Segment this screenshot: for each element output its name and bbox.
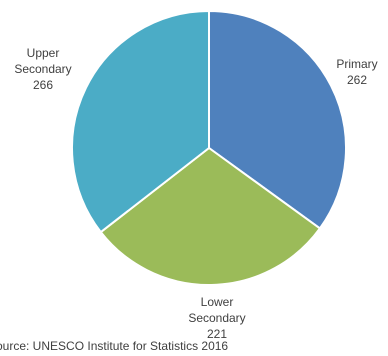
data-label-lower-secondary: Lower Secondary 221 xyxy=(188,295,245,341)
data-label-upper-secondary: Upper Secondary 266 xyxy=(14,46,71,92)
pie-slice-upper-secondary xyxy=(71,10,210,234)
pie-slice-lower-secondary xyxy=(99,147,321,286)
source-note: ource: UNESCO Institute for Statistics 2… xyxy=(0,339,229,353)
pie-slice-primary xyxy=(208,10,347,230)
data-label-primary: Primary 262 xyxy=(336,57,377,87)
